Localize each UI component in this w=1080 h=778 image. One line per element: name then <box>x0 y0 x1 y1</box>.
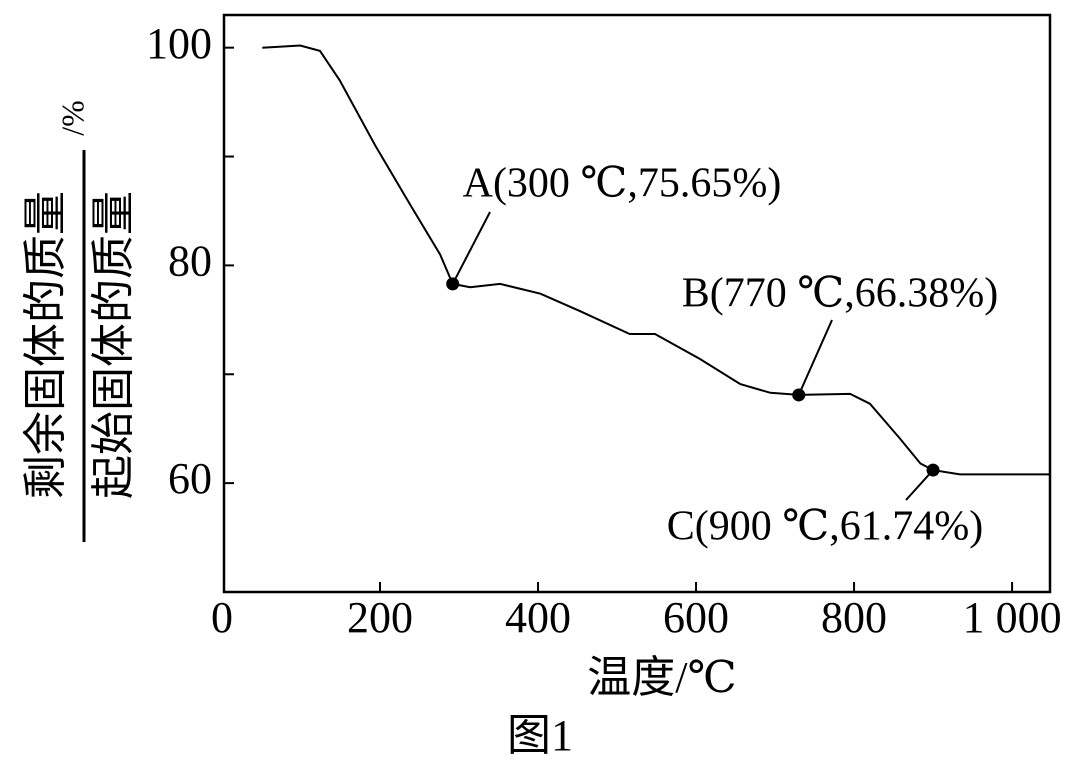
y-tick-label: 60 <box>168 454 212 503</box>
y-tick-label: 80 <box>168 236 212 285</box>
y-label-unit-group: /% <box>54 100 90 136</box>
x-tick-label: 0 <box>211 593 233 642</box>
x-tick-label: 400 <box>505 593 571 642</box>
leader-line <box>905 469 934 501</box>
x-tick-label: 800 <box>821 593 887 642</box>
annotation-point <box>446 277 460 291</box>
x-tick-label: 1 000 <box>963 593 1062 642</box>
y-axis-label-denominator: 起始固体的质量 <box>89 191 138 499</box>
leader-line <box>451 211 491 285</box>
x-tick-label: 200 <box>347 593 413 642</box>
y-label-numerator-group: 剩余固体的质量 <box>21 191 70 499</box>
annotation-label: A(300 ℃,75.65%) <box>463 161 782 207</box>
x-axis-label: 温度/℃ <box>587 653 736 702</box>
y-axis-label-unit: /% <box>54 100 90 136</box>
annotation-label: B(770 ℃,66.38%) <box>682 271 998 317</box>
annotation-label: C(900 ℃,61.74%) <box>667 504 983 550</box>
plot-frame <box>222 13 1052 594</box>
y-tick-label: 100 <box>146 19 212 68</box>
annotation-point <box>926 463 940 477</box>
x-tick-label: 600 <box>663 593 729 642</box>
y-axis-label-numerator: 剩余固体的质量 <box>21 191 70 499</box>
leader-line <box>797 319 833 396</box>
annotation-point <box>792 388 806 402</box>
y-label-denominator-group: 起始固体的质量 <box>89 191 138 499</box>
caption: 图1 <box>507 711 573 760</box>
data-line <box>262 44 1050 476</box>
